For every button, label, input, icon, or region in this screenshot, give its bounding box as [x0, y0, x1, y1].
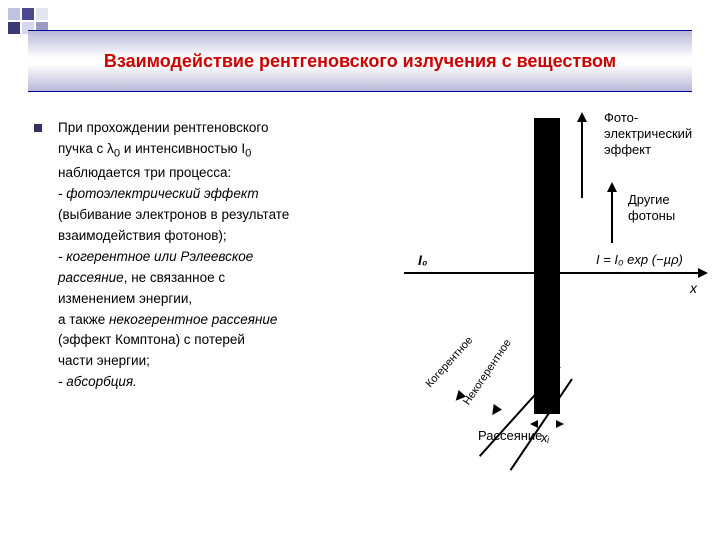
label-photo3: эффект	[604, 142, 651, 157]
label-photo2: электрический	[604, 126, 692, 141]
bullet-icon	[34, 124, 42, 132]
label-other2: фотоны	[628, 208, 675, 223]
other-photons-arrow-head	[607, 182, 617, 192]
incoherent-arrowhead	[488, 404, 502, 418]
other-photons-arrow	[611, 188, 613, 243]
label-coherent: Когерентное	[424, 334, 476, 390]
label-photo1: Фото-	[604, 110, 638, 125]
body-text: При прохождении рентгеновского пучка с λ…	[34, 118, 394, 393]
label-scatter: Рассеяние	[478, 428, 542, 443]
photo-arrow-head	[577, 112, 587, 122]
title-bar: Взаимодействие рентгеновского излучения …	[28, 30, 692, 92]
slide-title: Взаимодействие рентгеновского излучения …	[104, 51, 616, 72]
diagram: Фото- электрический эффект Другие фотоны…	[404, 104, 706, 434]
label-x: x	[690, 280, 697, 296]
photo-arrow	[581, 118, 583, 198]
label-formula: I = I₀ exp (−µρ)	[596, 252, 683, 267]
label-other1: Другие	[628, 192, 670, 207]
label-i0: I₀	[418, 252, 427, 268]
x-axis-arrowhead	[698, 268, 708, 278]
body-paragraph: При прохождении рентгеновского пучка с λ…	[58, 118, 289, 393]
